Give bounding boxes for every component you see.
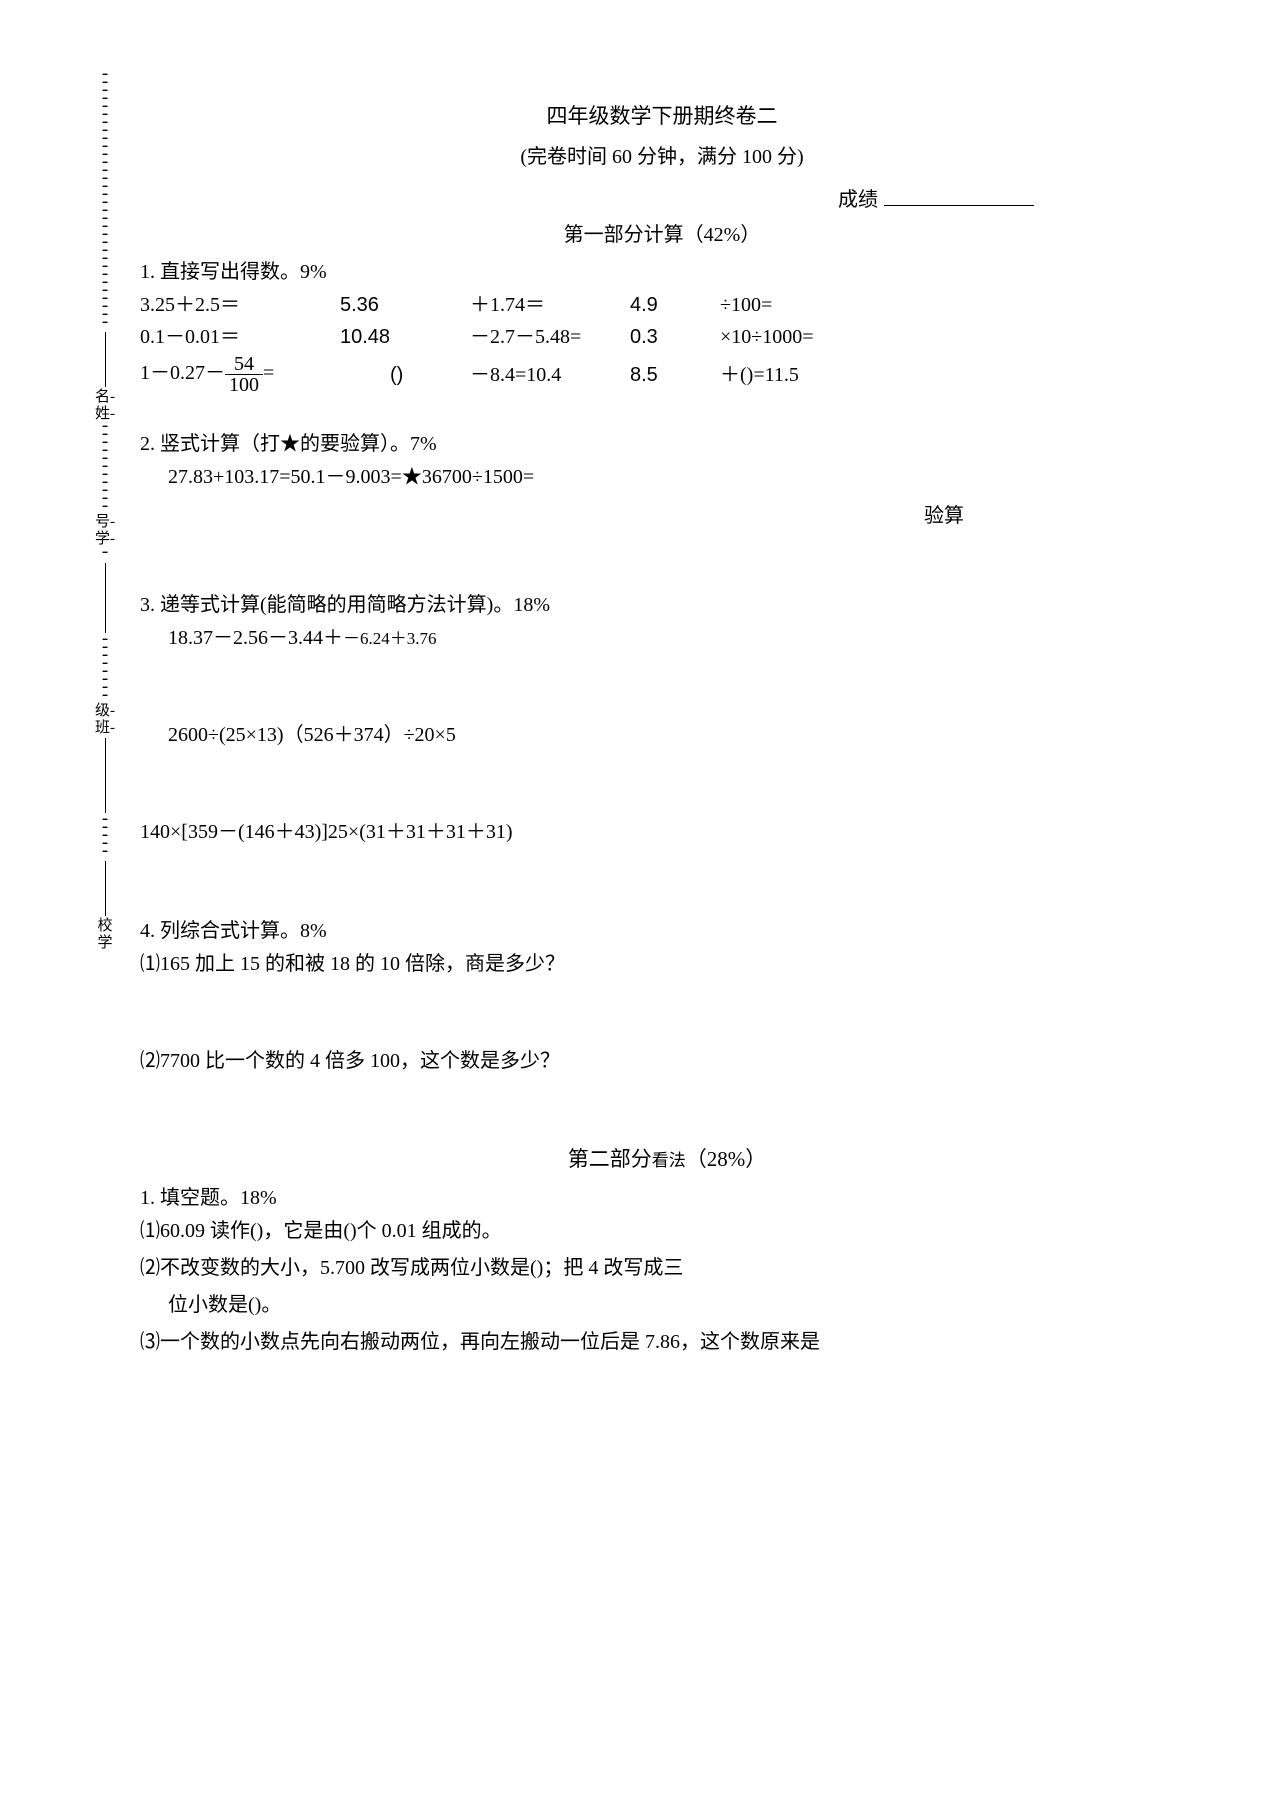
calc-cell: () bbox=[340, 360, 470, 390]
part2-header: 第二部分看法（28%） bbox=[140, 1143, 1194, 1173]
q3-line1a: 18.37－2.56－3.44＋ bbox=[168, 627, 343, 649]
calc-row-2: 0.1－0.01＝ 10.48 －2.7－5.48= 0.3 ×10÷1000= bbox=[140, 322, 1194, 352]
exam-subtitle: (完卷时间 60 分钟，满分 100 分) bbox=[130, 140, 1194, 169]
q3-head: 3. 递等式计算(能简略的用简略方法计算)。18% bbox=[140, 588, 1194, 617]
calc-row-1: 3.25＋2.5＝ 5.36 ＋1.74＝ 4.9 ÷100= bbox=[140, 290, 1194, 320]
fraction: 54100 bbox=[225, 354, 263, 395]
calc-cell: ＋1.74＝ bbox=[470, 290, 630, 320]
q3-line1: 18.37－2.56－3.44＋－6.24＋3.76 bbox=[140, 623, 1194, 654]
q2-expr: 27.83+103.17=50.1－9.003=★36700÷1500= bbox=[140, 462, 1194, 493]
q4-item1: ⑴165 加上 15 的和被 18 的 10 倍除，商是多少？ bbox=[140, 949, 1194, 980]
calc-row-3: 1－0.27－54100= () －8.4=10.4 8.5 ＋()=11.5 bbox=[140, 354, 1194, 395]
calc-cell: －8.4=10.4 bbox=[470, 360, 630, 390]
part1-header: 第一部分计算（42%） bbox=[130, 218, 1194, 247]
q3-line1b: －6.24＋3.76 bbox=[343, 629, 437, 648]
calc-cell: －2.7－5.48= bbox=[470, 322, 630, 352]
score-label: 成绩 bbox=[838, 189, 878, 211]
calc-cell: ÷100= bbox=[720, 290, 920, 320]
exam-title: 四年级数学下册期终卷二 bbox=[130, 100, 1194, 130]
calc-cell: 5.36 bbox=[340, 290, 470, 320]
calc-cell: 0.1－0.01＝ bbox=[140, 322, 340, 352]
q1-head: 1. 直接写出得数。9% bbox=[140, 255, 1194, 284]
calc-cell: 8.5 bbox=[630, 360, 720, 390]
q2-check-label: 验算 bbox=[140, 499, 1194, 528]
q4-item2: ⑵7700 比一个数的 4 倍多 100，这个数是多少？ bbox=[140, 1046, 1194, 1077]
score-line: 成绩 bbox=[130, 183, 1194, 212]
calc-prefix: 1－0.27－ bbox=[140, 362, 225, 384]
p2-q1-item2b: 位小数是()。 bbox=[140, 1290, 1194, 1321]
calc-cell: ＋()=11.5 bbox=[720, 360, 920, 390]
calc-cell: 0.3 bbox=[630, 322, 720, 352]
q3-line2: 2600÷(25×13)（526＋374）÷20×5 bbox=[140, 720, 1194, 751]
calc-cell: 10.48 bbox=[340, 322, 470, 352]
calc-cell: 4.9 bbox=[630, 290, 720, 320]
calc-cell: ×10÷1000= bbox=[720, 322, 920, 352]
q2-head: 2. 竖式计算（打★的要验算）。7% bbox=[140, 427, 1194, 456]
exam-page: 四年级数学下册期终卷二 (完卷时间 60 分钟，满分 100 分) 成绩 第一部… bbox=[0, 0, 1274, 1424]
calc-suffix: = bbox=[263, 362, 274, 384]
p2-q1-item2a: ⑵不改变数的大小，5.700 改写成两位小数是()；把 4 改写成三 bbox=[140, 1253, 1194, 1284]
fraction-top: 54 bbox=[225, 354, 263, 375]
calc-cell: 1－0.27－54100= bbox=[140, 354, 340, 395]
q4-head: 4. 列综合式计算。8% bbox=[140, 914, 1194, 943]
fraction-bot: 100 bbox=[225, 375, 263, 395]
q3-line3: 140×[359－(146＋43)]25×(31＋31＋31＋31) bbox=[140, 817, 1194, 848]
calc-cell: 3.25＋2.5＝ bbox=[140, 290, 340, 320]
p2-q1-head: 1. 填空题。18% bbox=[140, 1181, 1194, 1210]
score-blank[interactable] bbox=[884, 205, 1034, 206]
p2-q1-item3: ⑶一个数的小数点先向右搬动两位，再向左搬动一位后是 7.86，这个数原来是 bbox=[140, 1327, 1194, 1358]
p2-q1-item1: ⑴60.09 读作()，它是由()个 0.01 组成的。 bbox=[140, 1216, 1194, 1247]
